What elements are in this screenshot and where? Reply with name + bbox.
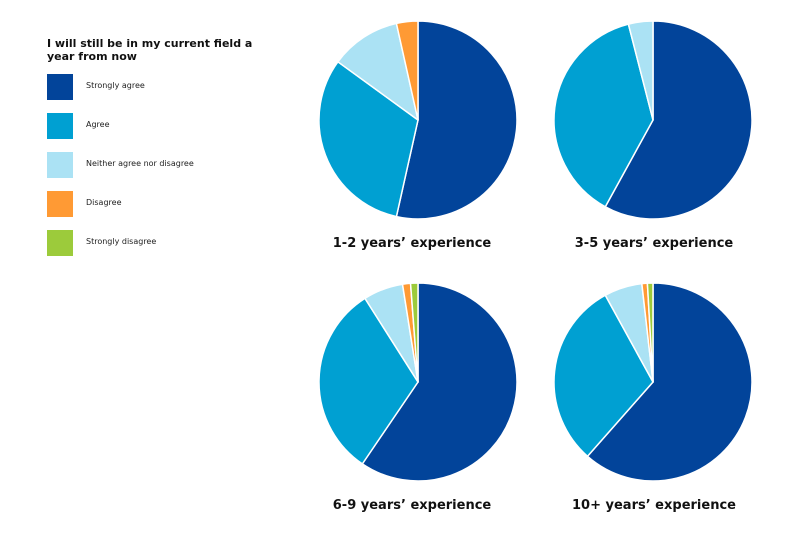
legend-swatch — [47, 191, 73, 217]
pie-title: 10+ years’ experience — [572, 498, 736, 513]
pie-slice-strongly-agree — [361, 282, 518, 482]
pie-slices — [553, 282, 753, 482]
pie-slice-strongly-disagree — [646, 282, 654, 383]
pie-chart-10-plus-years: 10+ years’ experience — [553, 282, 753, 513]
pie-slice-agree — [318, 297, 419, 465]
pie-slice-strongly-disagree — [409, 282, 419, 383]
pie-slice-strongly-agree — [604, 20, 753, 220]
pie-title: 1-2 years’ experience — [333, 236, 492, 251]
legend-item-strongly-agree: Strongly agree — [47, 74, 267, 100]
legend: I will still be in my current field a ye… — [47, 37, 267, 269]
legend-item-agree: Agree — [47, 113, 267, 139]
pie-slice-disagree — [395, 20, 419, 121]
pie-title: 3-5 years’ experience — [575, 236, 734, 251]
pie-slice-agree — [553, 23, 654, 208]
pie-slices — [553, 20, 753, 220]
legend-item-disagree: Disagree — [47, 191, 267, 217]
pie-chart-3-5-years: 3-5 years’ experience — [553, 20, 753, 251]
legend-label: Neither agree nor disagree — [86, 159, 194, 168]
legend-swatch — [47, 113, 73, 139]
legend-title: I will still be in my current field a ye… — [47, 37, 253, 63]
legend-label: Disagree — [86, 198, 122, 207]
legend-label: Agree — [86, 120, 110, 129]
pie-slice-strongly-agree — [395, 20, 518, 220]
pie-slice-neither-agree-nor-disagree — [627, 20, 654, 121]
pie-title: 6-9 years’ experience — [333, 498, 492, 513]
legend-label: Strongly disagree — [86, 237, 157, 246]
pie-chart-1-2-years: 1-2 years’ experience — [318, 20, 518, 251]
pie-slice-agree — [553, 294, 654, 458]
legend-label: Strongly agree — [86, 81, 145, 90]
pie-slice-neither-agree-nor-disagree — [337, 22, 419, 121]
legend-swatch — [47, 230, 73, 256]
pie-chart-6-9-years: 6-9 years’ experience — [318, 282, 518, 513]
pie-slices — [318, 282, 518, 482]
pie-slice-strongly-agree — [586, 282, 753, 482]
pie-slice-agree — [318, 61, 419, 218]
legend-item-strongly-disagree: Strongly disagree — [47, 230, 267, 256]
pie-slices — [318, 20, 518, 220]
legend-item-neither: Neither agree nor disagree — [47, 152, 267, 178]
legend-swatch — [47, 74, 73, 100]
legend-swatch — [47, 152, 73, 178]
